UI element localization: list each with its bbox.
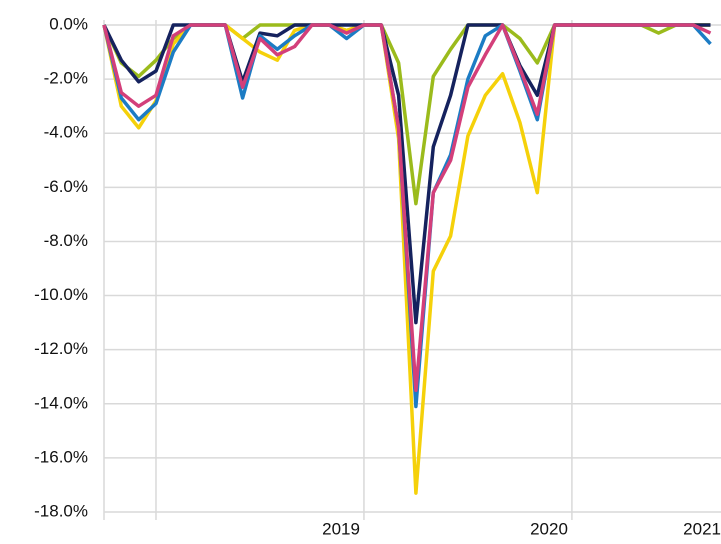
y-tick-label: -10.0%	[34, 285, 88, 304]
y-tick-label: -12.0%	[34, 339, 88, 358]
series-line	[102, 23, 711, 206]
y-tick-label: -4.0%	[44, 123, 88, 142]
y-tick-label: -2.0%	[44, 69, 88, 88]
y-tick-label: -14.0%	[34, 393, 88, 412]
series-line	[102, 23, 712, 393]
x-tick-label: 2020	[530, 519, 568, 538]
y-tick-label: -6.0%	[44, 177, 88, 196]
x-tick-label: 2021	[683, 519, 721, 538]
y-tick-label: -18.0%	[34, 501, 88, 520]
x-tick-label: 2019	[322, 519, 360, 538]
plot-area	[102, 23, 712, 495]
y-tick-label: -16.0%	[34, 447, 88, 466]
y-tick-label: -8.0%	[44, 231, 88, 250]
y-tick-label: 0.0%	[49, 14, 88, 33]
